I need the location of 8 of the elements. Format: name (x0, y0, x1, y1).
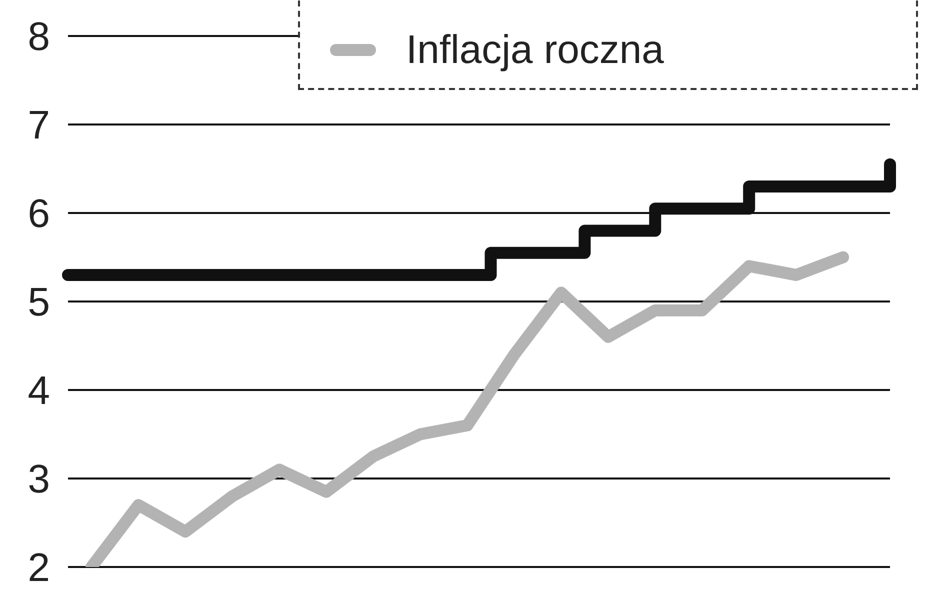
y-tick-label: 5 (28, 280, 50, 325)
legend-label: Inflacja roczna (406, 28, 664, 72)
y-tick-label: 6 (28, 192, 50, 236)
y-tick-label: 7 (28, 104, 50, 148)
y-tick-label: 3 (28, 458, 50, 502)
y-tick-label: 8 (28, 15, 50, 60)
y-tick-label: 4 (28, 369, 50, 414)
y-tick-label: 2 (28, 546, 50, 590)
